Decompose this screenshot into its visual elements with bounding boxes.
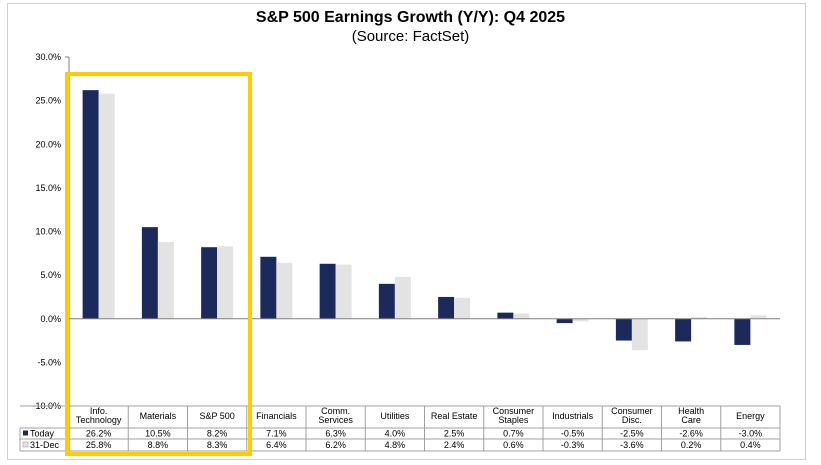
category-label: Disc. <box>622 415 642 425</box>
category-label: Real Estate <box>431 411 478 421</box>
bar-31-dec <box>631 318 648 351</box>
category-label: Services <box>318 415 353 425</box>
y-tick-label: 10.0% <box>35 227 61 237</box>
bar-31-dec <box>217 246 234 319</box>
data-label: 0.2% <box>681 440 702 450</box>
category-label: Care <box>681 415 701 425</box>
data-label: -3.6% <box>620 440 644 450</box>
y-tick-label: 20.0% <box>35 139 61 149</box>
category-label: Consumer <box>611 406 653 416</box>
chart-title: S&P 500 Earnings Growth (Y/Y): Q4 2025 <box>255 9 566 26</box>
y-tick-label: -5.0% <box>37 357 61 367</box>
category-label: Financials <box>256 411 297 421</box>
y-tick-label: 5.0% <box>40 270 61 280</box>
data-label: 10.5% <box>145 429 171 439</box>
y-tick-label: 15.0% <box>35 183 61 193</box>
bar-today <box>378 283 395 319</box>
bar-31-dec <box>513 313 530 319</box>
bar-today <box>556 318 573 324</box>
bar-today <box>438 296 455 319</box>
data-label: 0.6% <box>503 440 524 450</box>
legend-key <box>23 430 28 436</box>
highlight-box <box>65 72 252 456</box>
bar-31-dec <box>454 297 471 319</box>
data-label: 8.3% <box>207 440 228 450</box>
category-label: Comm. <box>321 406 350 416</box>
bar-today <box>82 90 99 319</box>
data-label: 7.1% <box>266 429 287 439</box>
data-label: 8.2% <box>207 429 228 439</box>
data-label: -2.6% <box>679 429 703 439</box>
bar-today <box>497 312 514 319</box>
bar-31-dec <box>157 241 174 319</box>
bar-today <box>675 318 692 342</box>
data-label: 6.3% <box>325 429 346 439</box>
bar-today <box>615 318 632 341</box>
category-label: Staples <box>498 415 529 425</box>
category-label: Energy <box>736 411 765 421</box>
data-label: 25.8% <box>86 440 112 450</box>
category-label: Health <box>678 406 704 416</box>
data-label: 2.4% <box>444 440 465 450</box>
bar-31-dec <box>335 264 352 319</box>
chart-frame <box>7 3 806 460</box>
legend-key <box>22 441 29 448</box>
legend-label: Today <box>30 429 55 439</box>
data-label: 6.2% <box>325 440 346 450</box>
category-label: Info. <box>90 406 108 416</box>
bar-31-dec <box>750 315 767 319</box>
y-tick-label: 25.0% <box>35 96 61 106</box>
category-label: S&P 500 <box>199 411 234 421</box>
bar-today <box>319 263 336 319</box>
data-label: 8.8% <box>148 440 169 450</box>
legend-label: 31-Dec <box>30 440 60 450</box>
bar-31-dec <box>394 276 411 319</box>
bar-31-dec <box>276 262 293 319</box>
category-label: Consumer <box>493 406 535 416</box>
y-tick-label: 0.0% <box>40 314 61 324</box>
category-label: Technology <box>76 415 122 425</box>
data-label: 26.2% <box>86 429 112 439</box>
data-label: 6.4% <box>266 440 287 450</box>
bar-today <box>734 318 751 345</box>
data-label: 0.7% <box>503 429 524 439</box>
category-label: Materials <box>140 411 177 421</box>
category-label: Utilities <box>380 411 410 421</box>
bar-31-dec <box>691 317 708 319</box>
bar-31-dec <box>572 318 589 322</box>
bar-31-dec <box>98 93 115 319</box>
bar-today <box>201 247 218 319</box>
chart-subtitle: (Source: FactSet) <box>351 28 470 45</box>
data-label: -0.5% <box>561 429 585 439</box>
data-label: -3.0% <box>739 429 763 439</box>
y-tick-label: 30.0% <box>35 52 61 62</box>
bar-today <box>141 227 158 319</box>
category-label: Industrials <box>552 411 594 421</box>
data-label: 0.4% <box>740 440 761 450</box>
data-label: -2.5% <box>620 429 644 439</box>
data-label: 4.8% <box>385 440 406 450</box>
bar-today <box>260 256 277 319</box>
data-label: -0.3% <box>561 440 585 450</box>
data-label: 2.5% <box>444 429 465 439</box>
data-label: 4.0% <box>385 429 406 439</box>
